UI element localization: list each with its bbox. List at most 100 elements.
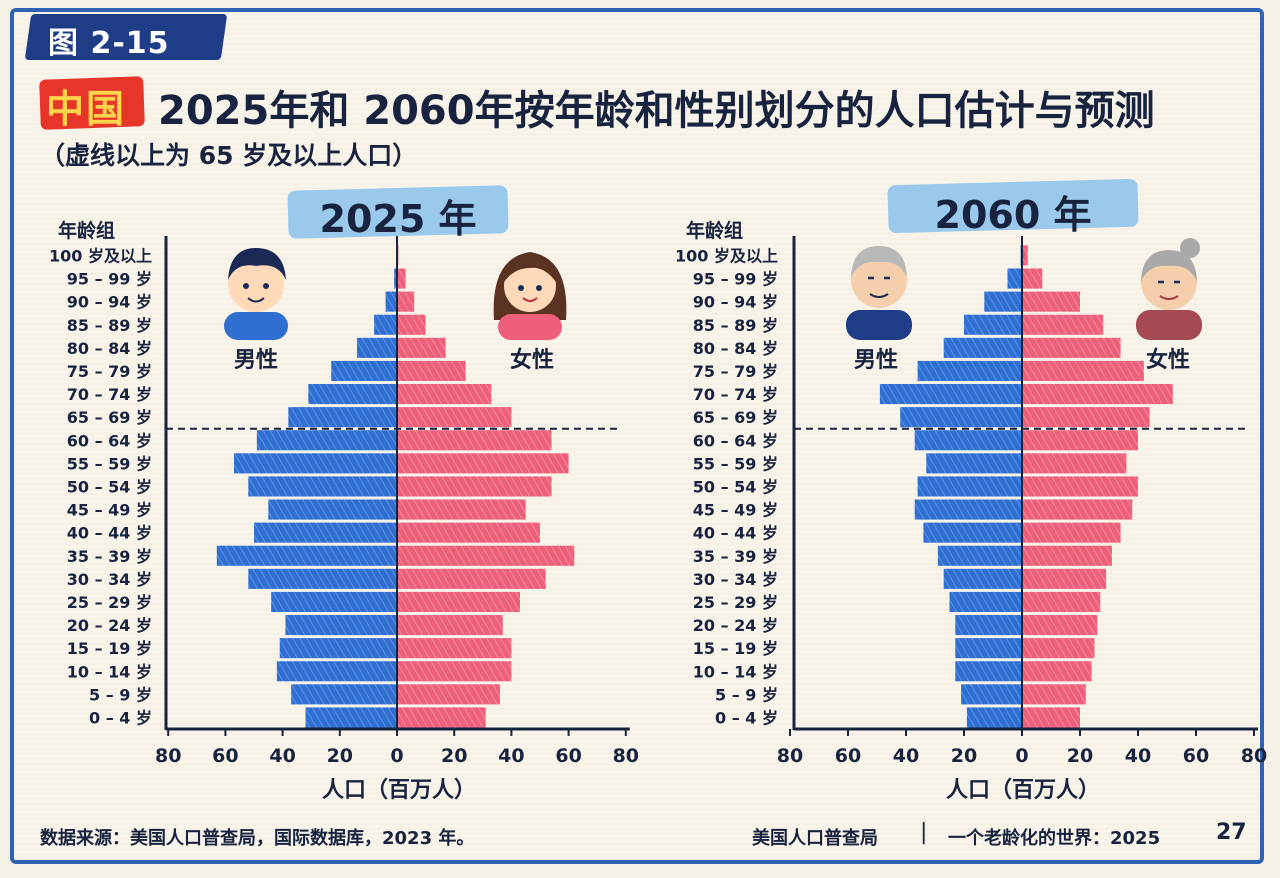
panel-title-2025: 2025 年 — [319, 197, 477, 241]
age-group-label-2025: 0 – 4 岁 — [89, 708, 152, 727]
age-group-label-2060: 15 – 19 岁 — [693, 639, 778, 658]
female-bar-2060 — [1022, 638, 1095, 659]
male-bar-2060 — [937, 545, 1022, 566]
male-bar-2025 — [374, 314, 397, 335]
female-bar-2060 — [1022, 314, 1104, 335]
male-bar-2025 — [356, 337, 397, 358]
page-subtitle: （虚线以上为 65 岁及以上人口） — [40, 141, 418, 170]
male-bar-2060 — [943, 568, 1022, 589]
age-group-label-2025: 10 – 14 岁 — [67, 662, 152, 681]
male-bar-2060 — [955, 638, 1022, 659]
female-bar-2025 — [397, 568, 546, 589]
male-bar-2025 — [268, 499, 397, 520]
x-tick-label-2060: 80 — [777, 745, 803, 767]
female-bar-2060 — [1022, 661, 1092, 682]
male-bar-2025 — [308, 384, 397, 405]
x-tick-label-2025: 60 — [212, 745, 238, 767]
male-bar-2025 — [285, 615, 397, 636]
x-tick-label-2025: 80 — [613, 745, 639, 767]
male-bar-2025 — [248, 476, 397, 497]
publisher-name: 美国人口普查局 — [752, 828, 878, 849]
age-group-label-2060: 40 – 44 岁 — [693, 524, 778, 543]
age-group-label-2025: 45 – 49 岁 — [67, 501, 152, 520]
male-bar-2025 — [254, 522, 397, 543]
male-label-2025: 男性 — [234, 348, 279, 373]
age-group-label-2060: 25 – 29 岁 — [693, 593, 778, 612]
age-group-label-2025: 55 – 59 岁 — [67, 454, 152, 473]
boy-avatar-icon — [224, 248, 288, 340]
age-group-label-2060: 90 – 94 岁 — [693, 293, 778, 312]
footer-separator: | — [920, 820, 928, 845]
x-tick-label-2060: 60 — [1183, 745, 1209, 767]
age-group-label-2060: 35 – 39 岁 — [693, 547, 778, 566]
male-bar-2060 — [923, 522, 1022, 543]
age-group-label-2060: 20 – 24 岁 — [693, 616, 778, 635]
country-badge: 中国 — [46, 87, 127, 131]
age-group-label-2025: 70 – 74 岁 — [67, 385, 152, 404]
x-tick-label-2060: 20 — [951, 745, 977, 767]
x-tick-label-2025: 0 — [390, 745, 403, 767]
female-bar-2025 — [397, 384, 492, 405]
age-group-label-2025: 75 – 79 岁 — [67, 362, 152, 381]
male-bar-2060 — [961, 684, 1022, 705]
female-bar-2025 — [397, 291, 415, 312]
male-bar-2025 — [385, 291, 397, 312]
age-group-label-2060: 0 – 4 岁 — [715, 708, 778, 727]
age-group-label-2060: 100 岁及以上 — [675, 246, 778, 265]
age-group-label-2025: 20 – 24 岁 — [67, 616, 152, 635]
male-label-2060: 男性 — [854, 348, 899, 373]
x-axis-label-2060: 人口（百万人） — [946, 778, 1101, 803]
male-bar-2025 — [256, 430, 397, 451]
male-bar-2025 — [248, 568, 397, 589]
age-group-label-2060: 30 – 34 岁 — [693, 570, 778, 589]
female-bar-2060 — [1022, 268, 1043, 289]
age-group-label-2025: 100 岁及以上 — [49, 246, 152, 265]
male-bar-2060 — [926, 453, 1022, 474]
page-title: 2025年和 2060年按年龄和性别划分的人口估计与预测 — [158, 88, 1155, 134]
age-group-label-2025: 35 – 39 岁 — [67, 547, 152, 566]
x-tick-label-2060: 0 — [1015, 745, 1028, 767]
age-group-label-2060: 75 – 79 岁 — [693, 362, 778, 381]
age-group-label-2025: 15 – 19 岁 — [67, 639, 152, 658]
age-group-label-2060: 55 – 59 岁 — [693, 454, 778, 473]
female-bar-2025 — [397, 545, 575, 566]
female-label-2060: 女性 — [1146, 348, 1191, 373]
age-group-header-2025: 年龄组 — [58, 220, 116, 242]
age-group-label-2025: 95 – 99 岁 — [67, 270, 152, 289]
age-group-label-2060: 50 – 54 岁 — [693, 477, 778, 496]
figure-tag: 图 2-15 — [48, 26, 170, 61]
male-bar-2060 — [955, 661, 1022, 682]
age-group-label-2060: 10 – 14 岁 — [693, 662, 778, 681]
female-bar-2060 — [1022, 337, 1121, 358]
age-group-label-2060: 65 – 69 岁 — [693, 408, 778, 427]
x-tick-label-2060: 20 — [1067, 745, 1093, 767]
male-bar-2060 — [943, 337, 1022, 358]
male-bar-2025 — [291, 684, 397, 705]
x-tick-label-2025: 60 — [555, 745, 581, 767]
male-bar-2060 — [917, 360, 1022, 381]
age-group-label-2025: 85 – 89 岁 — [67, 316, 152, 335]
female-bar-2060 — [1022, 615, 1098, 636]
age-group-label-2060: 5 – 9 岁 — [715, 685, 778, 704]
age-group-label-2060: 95 – 99 岁 — [693, 270, 778, 289]
female-bar-2060 — [1022, 245, 1028, 266]
male-bar-2060 — [964, 314, 1022, 335]
male-bar-2025 — [288, 407, 397, 428]
age-group-label-2025: 30 – 34 岁 — [67, 570, 152, 589]
age-group-label-2025: 90 – 94 岁 — [67, 293, 152, 312]
male-bar-2025 — [394, 268, 397, 289]
age-group-label-2025: 80 – 84 岁 — [67, 339, 152, 358]
panel-title-2060: 2060 年 — [934, 193, 1092, 237]
x-tick-label-2025: 20 — [327, 745, 353, 767]
female-bar-2060 — [1022, 453, 1127, 474]
female-bar-2025 — [397, 360, 466, 381]
male-bar-2025 — [305, 707, 397, 728]
female-bar-2025 — [397, 522, 540, 543]
female-bar-2025 — [397, 407, 512, 428]
age-group-label-2025: 65 – 69 岁 — [67, 408, 152, 427]
female-bar-2025 — [397, 661, 512, 682]
age-group-label-2060: 80 – 84 岁 — [693, 339, 778, 358]
x-tick-label-2060: 60 — [835, 745, 861, 767]
elderly-man-avatar-icon — [846, 246, 912, 340]
x-tick-label-2025: 80 — [155, 745, 181, 767]
